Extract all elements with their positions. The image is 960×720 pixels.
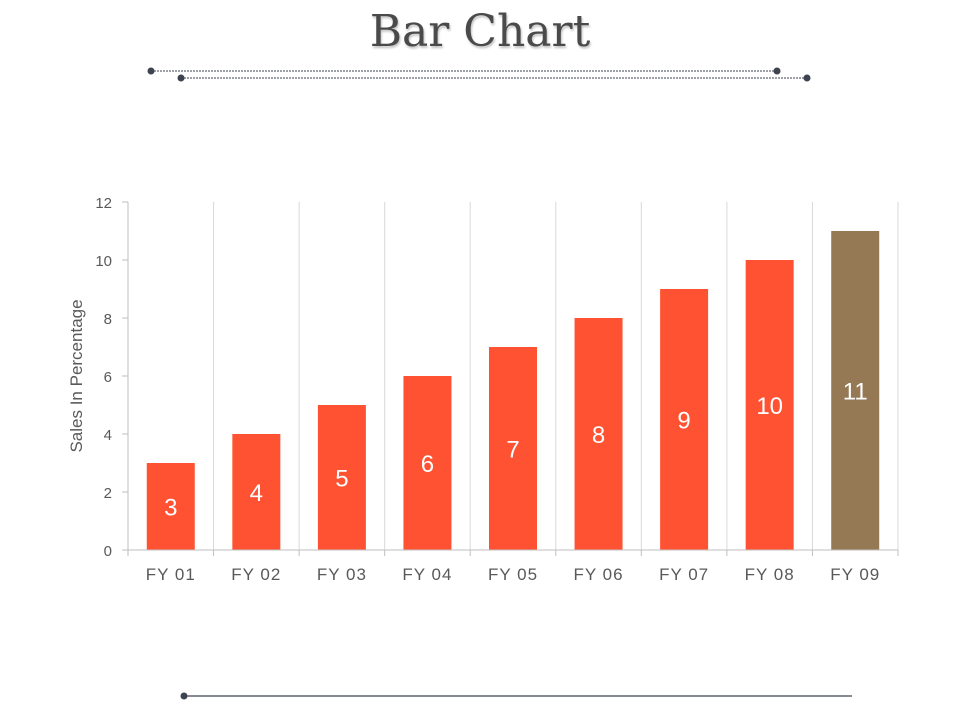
- x-tick-label: FY 01: [146, 565, 196, 584]
- x-tick-label: FY 06: [574, 565, 624, 584]
- y-tick-label: 4: [104, 427, 112, 444]
- axis-layer: 0 2 4 6 8 10 12 FY 01 FY 02 FY 03 FY 04 FY 05 FY 06 F…: [95, 195, 899, 584]
- y-tick-label: 0: [104, 543, 112, 560]
- title-underline-top-left-dot: [147, 67, 155, 75]
- data-label: 7: [506, 437, 519, 464]
- y-tick-label: 8: [104, 311, 112, 328]
- bar: [745, 260, 794, 550]
- data-label: 6: [421, 451, 434, 478]
- footer-line-dot: [180, 692, 188, 700]
- x-tick-label: FY 05: [488, 565, 538, 584]
- bars-layer: 3 4 5 6 7 8 9 10 11: [146, 231, 880, 550]
- y-tick-label: 12: [95, 195, 112, 212]
- x-tick-label: FY 03: [317, 565, 367, 584]
- data-label: 11: [843, 379, 868, 406]
- data-label: 10: [756, 393, 783, 420]
- bar: [232, 434, 281, 550]
- x-tick-label: FY 08: [745, 565, 795, 584]
- x-tick-label: FY 02: [231, 565, 281, 584]
- data-label: 8: [592, 422, 605, 449]
- title-underline-top-right-dot: [773, 67, 781, 75]
- data-label: 9: [677, 408, 690, 435]
- y-tick-label: 2: [104, 485, 112, 502]
- bar: [403, 376, 452, 550]
- y-tick-label: 6: [104, 369, 112, 386]
- page-title: Bar Chart: [369, 6, 591, 57]
- bar: [317, 405, 366, 550]
- title-underline-bottom-left-dot: [177, 74, 185, 82]
- bar: [574, 318, 623, 550]
- x-tick-label: FY 09: [830, 565, 880, 584]
- data-label: 4: [250, 480, 263, 507]
- bar: [660, 289, 709, 550]
- y-axis-label: Sales In Percentage: [67, 299, 86, 452]
- bar: [146, 463, 195, 550]
- bar: [831, 231, 880, 550]
- x-tick-label: FY 04: [402, 565, 452, 584]
- x-tick-label: FY 07: [659, 565, 709, 584]
- data-label: 5: [335, 466, 348, 493]
- title-underline-bottom-right-dot: [803, 74, 811, 82]
- data-label: 3: [164, 495, 177, 522]
- bar: [489, 347, 537, 550]
- y-tick-label: 10: [95, 253, 112, 270]
